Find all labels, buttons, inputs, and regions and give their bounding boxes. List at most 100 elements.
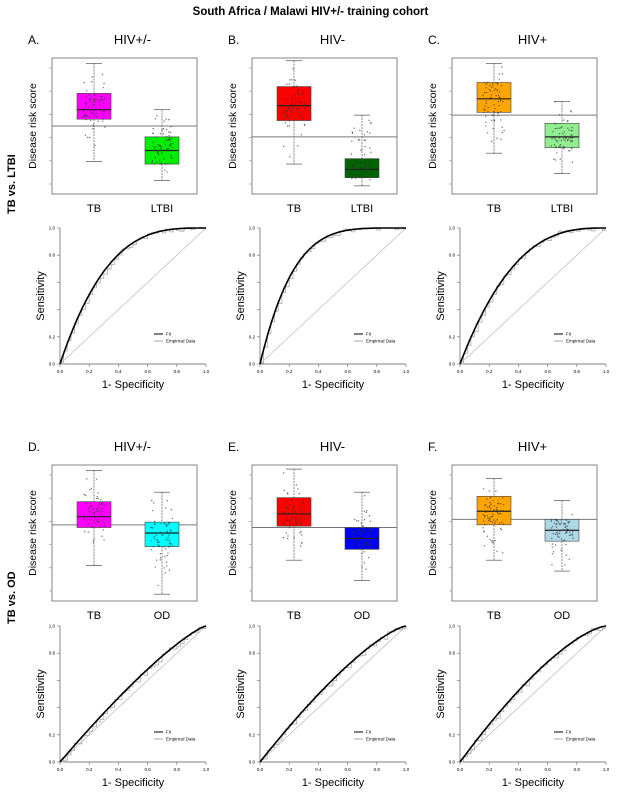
x-tick-label: 0.4 [515, 369, 522, 374]
data-point [151, 509, 154, 512]
data-point [485, 121, 487, 124]
data-point [352, 531, 355, 534]
data-point [368, 161, 370, 164]
data-point [150, 549, 152, 551]
data-point [282, 521, 285, 523]
data-point [488, 518, 491, 520]
data-point [556, 140, 558, 143]
data-point [286, 492, 289, 494]
y-axis-label: Disease risk score [27, 83, 39, 169]
data-point [289, 503, 291, 506]
data-point [291, 109, 294, 111]
data-point [282, 522, 284, 525]
data-point [351, 173, 353, 175]
data-point [292, 86, 295, 88]
data-point [567, 521, 569, 523]
data-point [495, 490, 497, 492]
data-point [365, 526, 367, 529]
data-point [550, 519, 553, 521]
legend-fit-label: Fit [366, 332, 372, 337]
data-point [99, 526, 101, 528]
data-point [351, 132, 354, 134]
data-point [289, 115, 291, 117]
data-point [484, 109, 486, 111]
data-point [86, 524, 88, 526]
data-point [353, 530, 356, 533]
data-point [489, 90, 492, 92]
data-point [282, 537, 285, 539]
x-axis-label: 1- Specificity [502, 777, 565, 789]
legend-fit-label: Fit [566, 730, 572, 735]
data-point [97, 108, 100, 111]
data-point [551, 553, 554, 555]
data-point [551, 537, 553, 540]
data-point [359, 533, 361, 535]
data-point [363, 134, 366, 136]
y-tick-label: 0.0 [249, 362, 256, 367]
data-point [89, 109, 92, 111]
data-point [366, 540, 369, 543]
data-point [94, 93, 97, 95]
data-point [163, 567, 166, 569]
data-point [166, 499, 168, 502]
x-tick-label: 0.4 [315, 767, 322, 772]
data-point [288, 125, 291, 127]
data-point [356, 168, 358, 170]
category-label: TB [87, 203, 101, 215]
data-point [568, 129, 570, 131]
data-point [298, 521, 300, 523]
data-point [155, 559, 158, 561]
data-point [362, 525, 365, 527]
y-tick-label: 0.8 [249, 651, 256, 656]
data-point [286, 537, 289, 540]
data-point [553, 158, 555, 160]
data-point [286, 519, 288, 522]
panel-letter: C. [428, 33, 440, 47]
x-axis-label: 1- Specificity [302, 379, 365, 391]
data-point [164, 572, 167, 574]
data-point [292, 508, 294, 510]
data-point [499, 111, 502, 113]
data-point [157, 150, 159, 153]
category-label: LTBI [151, 203, 173, 215]
data-point [569, 139, 572, 142]
data-point [569, 529, 571, 531]
data-point [363, 510, 365, 513]
legend-empirical-label: Empirical Data [566, 339, 596, 344]
data-point [91, 112, 93, 114]
data-point [363, 547, 365, 550]
data-point [351, 527, 353, 529]
data-point [94, 144, 96, 147]
data-point [568, 534, 571, 536]
data-point [353, 127, 355, 129]
data-point [489, 497, 492, 499]
data-point [552, 551, 555, 553]
data-point [492, 513, 494, 516]
data-point [302, 499, 304, 501]
data-point [282, 472, 285, 474]
data-point [161, 129, 163, 131]
y-tick-label: 1.0 [449, 226, 456, 231]
data-point [157, 541, 159, 544]
data-point [560, 538, 563, 540]
data-point [101, 120, 104, 122]
plot-frame [251, 464, 398, 602]
data-point [103, 539, 105, 541]
data-point [356, 532, 359, 534]
data-point [566, 525, 569, 528]
data-point [84, 115, 86, 118]
data-point [562, 146, 565, 148]
data-point [485, 100, 487, 102]
data-point [369, 527, 372, 530]
data-point [100, 503, 102, 506]
y-tick-label: 0.8 [249, 253, 256, 258]
data-point [153, 147, 156, 149]
data-point [369, 147, 371, 149]
data-point [165, 507, 167, 509]
data-point [487, 111, 489, 113]
data-point [489, 501, 491, 504]
data-point [300, 516, 302, 518]
data-point [366, 535, 369, 538]
data-point [101, 99, 104, 102]
y-axis-label: Sensitivity [35, 271, 47, 321]
